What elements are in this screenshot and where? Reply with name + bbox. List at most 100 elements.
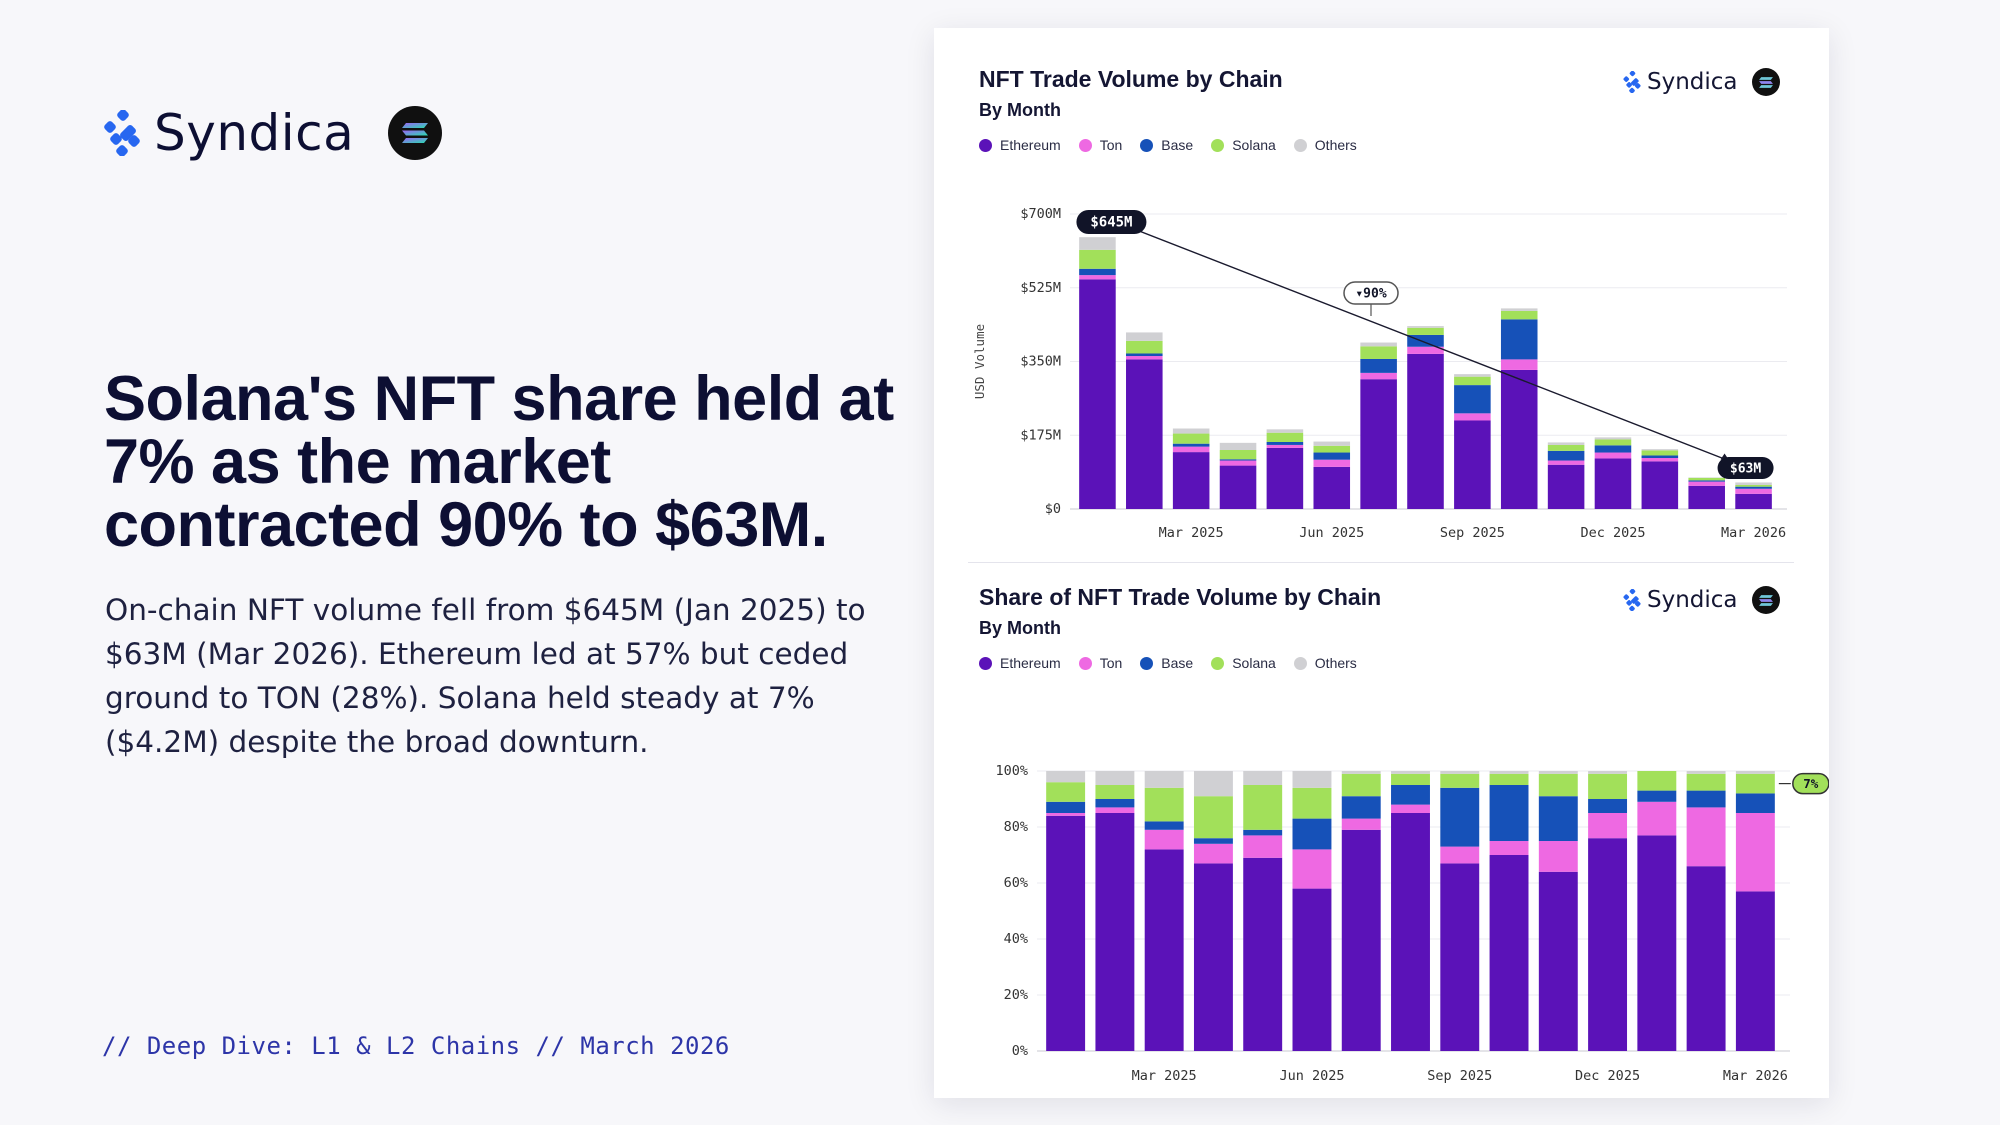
bar-segment-ton	[1193, 843, 1233, 864]
legend-label: Others	[1314, 137, 1357, 153]
share-chart-brand: Syndica	[1622, 586, 1780, 614]
y-tick-label: 100%	[995, 763, 1028, 779]
bar-segment-ton	[1735, 813, 1775, 892]
legend-label: Base	[1161, 655, 1194, 671]
bar-segment-others	[1144, 771, 1184, 788]
bar-segment-solana	[1688, 477, 1725, 481]
bar-segment-ton	[1219, 460, 1257, 466]
y-axis-label: USD Volume	[972, 324, 987, 399]
bar-segment-ton	[1686, 807, 1726, 867]
bar-segment-ton	[1735, 488, 1772, 494]
bar-segment-ethereum	[1454, 420, 1491, 509]
bar-segment-base	[1637, 790, 1677, 802]
bar-segment-ton	[1547, 460, 1585, 465]
bar-segment-ethereum	[1547, 464, 1585, 509]
x-tick-label: Sep 2025	[1427, 1068, 1492, 1084]
bar-segment-ethereum	[1588, 838, 1628, 1051]
start-value-badge: $645M	[1076, 210, 1147, 234]
legend-label: Solana	[1232, 137, 1276, 153]
bar-segment-ethereum	[1360, 379, 1397, 509]
syndica-logo-icon	[1623, 589, 1641, 611]
x-tick-label: Mar 2026	[1723, 1068, 1788, 1084]
y-tick-label: 80%	[1004, 819, 1028, 835]
bar-segment-ton	[1172, 446, 1210, 453]
bar-segment-ton	[1079, 275, 1116, 280]
x-tick-label: Mar 2025	[1159, 525, 1224, 541]
solana-share-badge-bg	[1792, 772, 1829, 795]
volume-chart-brand: Syndica	[1622, 68, 1780, 96]
bar-segment-solana	[1686, 773, 1726, 791]
legend-item-ton: Ton	[1078, 655, 1123, 671]
bar-segment-others	[1193, 771, 1233, 797]
brand-logo: Syndica	[102, 104, 443, 162]
bar-segment-ethereum	[1095, 813, 1135, 1051]
bar-segment-ton	[1313, 459, 1351, 467]
bar-segment-others	[1440, 771, 1480, 774]
bar-segment-solana	[1219, 450, 1257, 460]
legend-swatch	[1078, 656, 1092, 670]
legend-label: Others	[1314, 655, 1357, 671]
bar-segment-ton	[1292, 849, 1332, 889]
bar-segment-base	[1341, 796, 1381, 819]
bar-segment-ton	[1360, 372, 1397, 380]
y-tick-label: $700M	[1020, 206, 1061, 222]
bar-segment-ethereum	[1079, 279, 1116, 509]
bar-segment-solana	[1360, 346, 1397, 359]
bar-segment-ethereum	[1594, 458, 1632, 509]
bar-segment-solana	[1588, 773, 1628, 799]
bar-segment-ethereum	[1489, 855, 1529, 1051]
end-value-badge-text: $63M	[1730, 462, 1761, 477]
bar-segment-base	[1547, 450, 1585, 461]
brand-name: Syndica	[154, 104, 355, 162]
bar-segment-solana	[1735, 773, 1775, 794]
bar-segment-solana	[1046, 782, 1086, 802]
bar-segment-ton	[1243, 835, 1283, 858]
bar-segment-others	[1594, 437, 1632, 440]
bar-segment-others	[1095, 771, 1135, 785]
bar-segment-ethereum	[1292, 888, 1332, 1051]
bar-segment-solana	[1538, 773, 1578, 797]
bar-segment-base	[1641, 455, 1679, 459]
end-value-badge-bg	[1717, 457, 1774, 479]
bar-segment-base	[1735, 486, 1772, 489]
bar-segment-ton	[1144, 829, 1184, 850]
volume-chart: NFT Trade Volume by Chain By Month Syndi…	[934, 28, 1829, 563]
bar-segment-solana	[1407, 327, 1444, 335]
bar-segment-ton	[1046, 813, 1086, 816]
bar-segment-solana	[1172, 433, 1210, 444]
y-tick-label: $525M	[1020, 280, 1061, 296]
bar-segment-others	[1266, 429, 1304, 433]
bar-segment-base	[1500, 319, 1538, 360]
bar-segment-ton	[1126, 356, 1163, 360]
chart-divider	[968, 562, 1794, 563]
share-chart-subtitle: By Month	[979, 618, 1061, 638]
bar-segment-solana	[1489, 773, 1529, 785]
bar-segment-ethereum	[1313, 466, 1351, 509]
y-tick-label: 60%	[1004, 875, 1028, 891]
bar-segment-base	[1046, 801, 1086, 813]
bar-segment-others	[1407, 326, 1444, 328]
bar-segment-base	[1588, 799, 1628, 813]
solana-logo-icon	[1751, 68, 1780, 96]
bar-segment-others	[1126, 332, 1163, 341]
bar-segment-ethereum	[1193, 863, 1233, 1051]
bar-segment-others	[1079, 237, 1116, 250]
bar-segment-solana	[1095, 785, 1135, 799]
bar-segment-solana	[1313, 445, 1351, 453]
bar-segment-ton	[1637, 801, 1677, 836]
bar-segment-ethereum	[1144, 849, 1184, 1051]
x-tick-label: Dec 2025	[1580, 525, 1645, 541]
bar-segment-others	[1500, 308, 1538, 311]
bar-segment-solana	[1641, 450, 1679, 456]
legend-label: Ton	[1099, 655, 1123, 671]
legend-swatch	[1211, 656, 1225, 670]
bar-segment-others	[1243, 771, 1283, 785]
solana-logo-icon	[1751, 586, 1780, 614]
bar-segment-base	[1407, 334, 1444, 347]
bar-segment-ethereum	[1538, 871, 1578, 1051]
bar-segment-base	[1126, 353, 1163, 357]
bar-segment-ethereum	[1688, 485, 1725, 509]
bar-segment-base	[1489, 785, 1529, 841]
solana-share-badge-text: 7%	[1803, 776, 1819, 791]
bar-segment-others	[1046, 771, 1086, 783]
